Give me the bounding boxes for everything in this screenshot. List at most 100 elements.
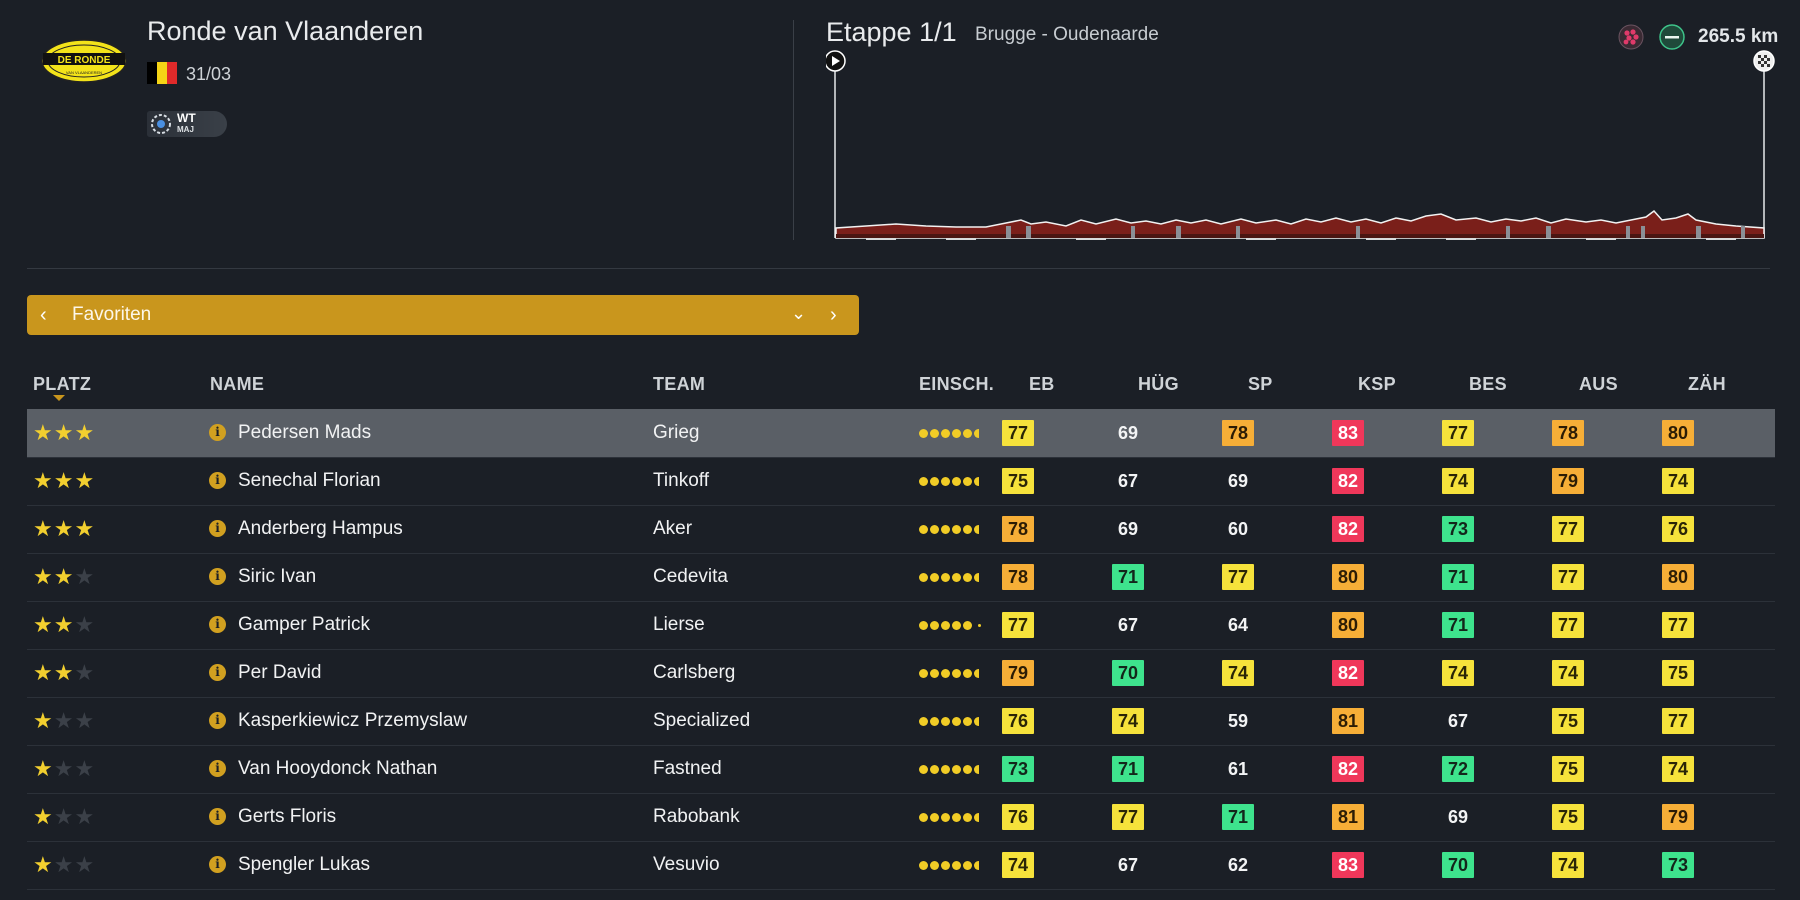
category-badge-label: WT MAJ [177, 111, 196, 134]
rider-team: Grieg [653, 422, 700, 443]
table-row[interactable]: ★★★ i Siric Ivan Cedevita 78 71 77 80 71 77 80 [27, 553, 1775, 602]
info-icon[interactable]: i [209, 808, 226, 825]
rider-name[interactable]: Gamper Patrick [238, 614, 370, 635]
rider-name[interactable]: Van Hooydonck Nathan [238, 758, 438, 779]
chevron-down-icon[interactable]: ⌄ [791, 303, 807, 323]
rider-name[interactable]: Per David [238, 662, 322, 683]
stat-aus: 74 [1552, 852, 1584, 878]
rider-name[interactable]: Anderberg Hampus [238, 518, 403, 539]
rider-name[interactable]: Kasperkiewicz Przemyslaw [238, 710, 468, 731]
rider-name[interactable]: Spengler Lukas [238, 854, 371, 875]
star-icon: ★ [53, 564, 75, 589]
stat-sp: 61 [1227, 759, 1249, 779]
table-row[interactable]: ★★★ i Per David Carlsberg 79 70 74 82 74 74 75 [27, 649, 1775, 698]
favorite-rating: ★★★ [33, 649, 95, 697]
info-icon[interactable]: i [209, 568, 226, 585]
column-header-platz[interactable]: PLATZ [33, 374, 92, 394]
stat-sp: 78 [1222, 420, 1254, 446]
column-header-bes[interactable]: BES [1469, 374, 1507, 394]
rider-team: Aker [653, 518, 693, 539]
star-icon: ★ [74, 564, 96, 589]
favorite-rating: ★★★ [33, 697, 95, 745]
table-row[interactable]: ★★★ i Spengler Lukas Vesuvio 74 67 62 83 70 74 73 [27, 841, 1775, 890]
view-selector-dropdown[interactable]: ‹ Favoriten ⌄ › [27, 295, 859, 335]
assessment-dots [919, 429, 983, 439]
stat-zah: 73 [1662, 852, 1694, 878]
info-icon[interactable]: i [209, 472, 226, 489]
assessment-dot [963, 765, 972, 774]
assessment-dot [919, 429, 928, 438]
race-title: Ronde van Vlaanderen [147, 16, 424, 46]
assessment-dot [919, 669, 928, 678]
info-icon[interactable]: i [209, 712, 226, 729]
stat-aus: 77 [1552, 516, 1584, 542]
stat-hug: 71 [1112, 756, 1144, 782]
assessment-dot [952, 765, 961, 774]
table-row[interactable]: ★★★ i Anderberg Hampus Aker 78 69 60 82 73 77 76 [27, 505, 1775, 554]
assessment-dot [952, 477, 961, 486]
star-icon: ★ [33, 708, 54, 733]
table-row[interactable]: ★★★ i Kasperkiewicz Przemyslaw Specialized 7… [27, 697, 1775, 746]
info-icon[interactable]: i [209, 664, 226, 681]
favorite-rating: ★★★ [33, 553, 95, 601]
chevron-right-icon[interactable]: › [830, 304, 837, 326]
stat-ksp: 82 [1332, 468, 1364, 494]
table-row[interactable]: ★★★ i Gerts Floris Rabobank 76 77 71 81 69 75 79 [27, 793, 1775, 842]
column-header-hug[interactable]: HÜG [1138, 374, 1179, 394]
assessment-dot [919, 861, 928, 870]
star-icon: ★ [53, 516, 75, 541]
column-header-sp[interactable]: SP [1248, 374, 1273, 394]
rider-name[interactable]: Gerts Floris [238, 806, 337, 827]
star-icon: ★ [53, 660, 75, 685]
info-icon[interactable]: i [209, 856, 226, 873]
assessment-dots [919, 477, 983, 487]
info-icon[interactable]: i [209, 520, 226, 537]
rider-team: Carlsberg [653, 662, 736, 683]
info-icon[interactable]: i [209, 616, 226, 633]
assessment-dot [952, 573, 961, 582]
rider-name[interactable]: Pedersen Mads [238, 422, 372, 443]
column-header-aus[interactable]: AUS [1579, 374, 1618, 394]
stat-sp: 74 [1222, 660, 1254, 686]
rider-team: Specialized [653, 710, 751, 731]
cobblestone-icon [1618, 24, 1644, 50]
column-header-name[interactable]: NAME [210, 374, 265, 394]
table-row[interactable]: ★★★ i Van Hooydonck Nathan Fastned 73 71 61 82 7… [27, 745, 1775, 794]
table-row[interactable]: ★★★ i Pedersen Mads Grieg 77 69 78 83 77 78 80 [27, 409, 1775, 458]
table-row[interactable]: ★★★ i Gamper Patrick Lierse 77 67 64 80 71 77 77 [27, 601, 1775, 650]
rider-name[interactable]: Senechal Florian [238, 470, 381, 491]
assessment-dot [930, 429, 939, 438]
chevron-left-icon[interactable]: ‹ [40, 304, 47, 326]
assessment-dot [963, 669, 972, 678]
stat-sp: 64 [1227, 615, 1249, 635]
star-icon: ★ [53, 804, 75, 829]
view-selector-label: Favoriten [72, 304, 152, 325]
column-header-ksp[interactable]: KSP [1358, 374, 1396, 394]
assessment-dot [952, 717, 961, 726]
world-tour-icon [151, 114, 171, 134]
assessment-dot [919, 525, 928, 534]
assessment-dot [963, 861, 972, 870]
column-header-eb[interactable]: EB [1029, 374, 1055, 394]
column-header-team[interactable]: TEAM [653, 374, 706, 394]
column-header-zah[interactable]: ZÄH [1688, 374, 1726, 394]
column-header-einsch[interactable]: EINSCH. [919, 374, 995, 394]
assessment-dot [974, 717, 983, 726]
rider-name[interactable]: Siric Ivan [238, 566, 317, 587]
stat-zah: 74 [1662, 756, 1694, 782]
info-icon[interactable]: i [209, 424, 226, 441]
stat-sp: 77 [1222, 564, 1254, 590]
stat-zah: 80 [1662, 420, 1694, 446]
assessment-dots [919, 669, 983, 679]
assessment-dots [919, 621, 981, 631]
stat-zah: 79 [1662, 804, 1694, 830]
rider-team: Tinkoff [653, 470, 709, 491]
assessment-dot [930, 477, 939, 486]
assessment-dot [952, 621, 961, 630]
star-icon: ★ [53, 420, 75, 445]
stat-zah: 77 [1662, 612, 1694, 638]
table-row[interactable]: ★★★ i Senechal Florian Tinkoff 75 67 69 82 74 79 7… [27, 457, 1775, 506]
assessment-dot [974, 429, 983, 438]
assessment-dot [974, 861, 983, 870]
info-icon[interactable]: i [209, 760, 226, 777]
